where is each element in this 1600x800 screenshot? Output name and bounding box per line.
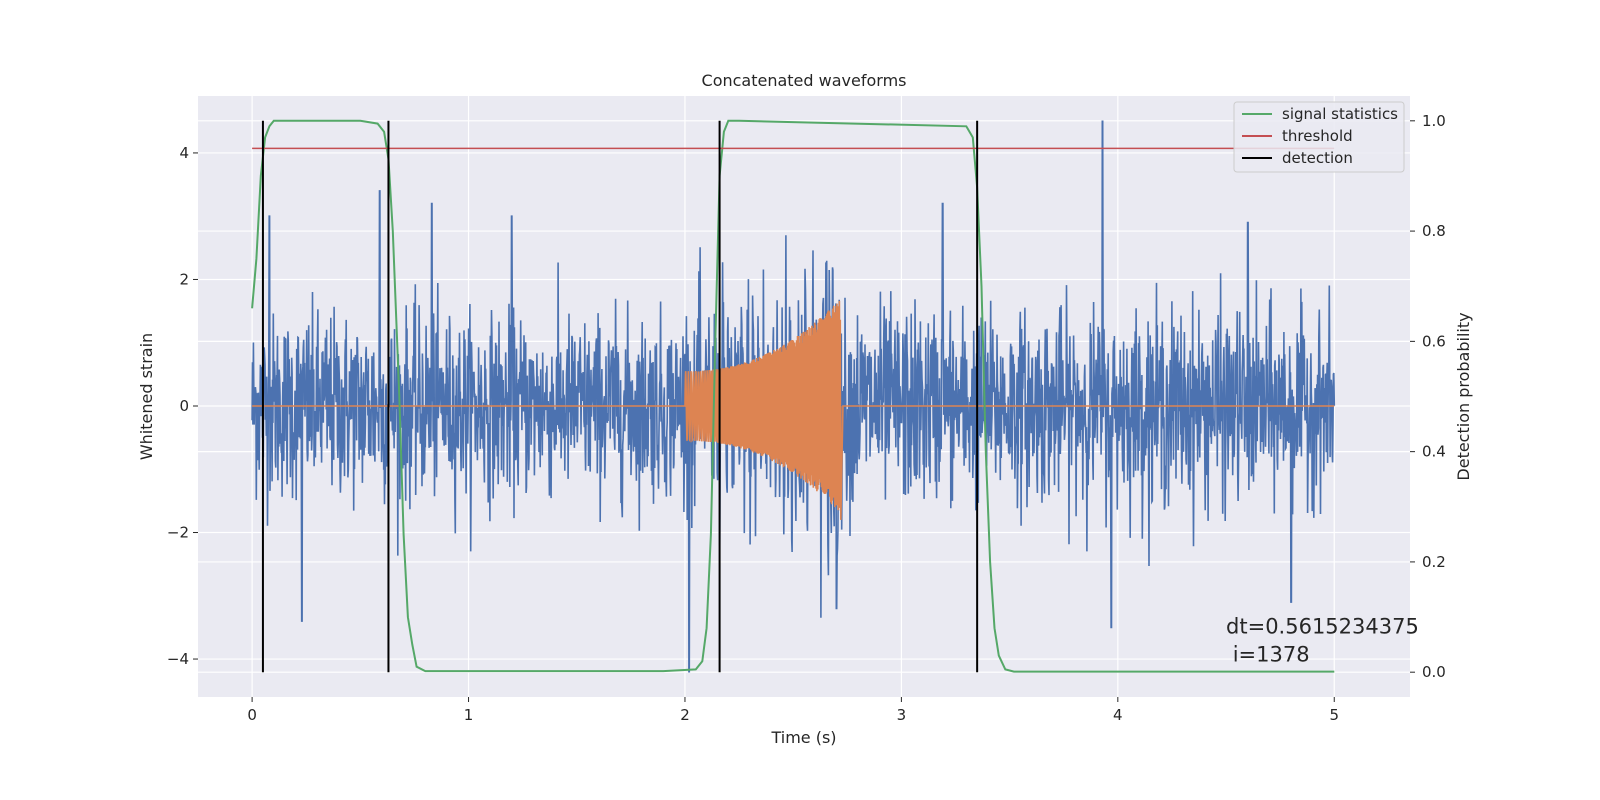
y-tick-label: −2: [167, 524, 189, 542]
y2-tick-label: 1.0: [1422, 112, 1446, 130]
x-tick-label: 3: [897, 706, 907, 724]
y-tick-label: 4: [179, 144, 189, 162]
x-axis-label: Time (s): [770, 728, 836, 747]
legend-box: [1233, 101, 1405, 173]
annotation-dt: dt=0.5615234375: [1226, 615, 1419, 639]
y2-tick-label: 0.6: [1422, 332, 1446, 350]
grid-layer: [198, 96, 1410, 697]
legend-label-detection: detection: [1282, 149, 1353, 167]
legend: signal statistics threshold detection: [1233, 101, 1405, 173]
signal-statistics-line: [251, 119, 1335, 673]
legend-label-threshold: threshold: [1282, 127, 1353, 145]
x-tick-label: 4: [1113, 706, 1123, 724]
axes-layer: 0 1 2 3 4 5 −4 −2 0 2 4 0.0 0.2 0.4 0.6 0.8 1.0: [167, 112, 1446, 724]
x-tick-label: 5: [1329, 706, 1339, 724]
y2-tick-label: 0.4: [1422, 443, 1446, 461]
y-tick-label: 0: [179, 397, 189, 415]
x-tick-label: 0: [247, 706, 257, 724]
y-tick-label: 2: [179, 270, 189, 288]
x-tick-label: 2: [680, 706, 690, 724]
y2-tick-label: 0.8: [1422, 222, 1446, 240]
chart-title: Concatenated waveforms: [702, 71, 907, 90]
x-tick-label: 1: [464, 706, 474, 724]
data-layer: [251, 119, 1336, 673]
legend-label-signal-statistics: signal statistics: [1282, 105, 1398, 123]
y2-axis-label: Detection probability: [1454, 312, 1473, 480]
injected-signal-line: [252, 300, 1335, 520]
y-axis-label: Whitened strain: [137, 333, 156, 460]
y2-tick-label: 0.0: [1422, 663, 1446, 681]
y2-tick-label: 0.2: [1422, 553, 1446, 571]
y-tick-label: −4: [167, 650, 189, 668]
annotation-index: i=1378: [1226, 643, 1310, 667]
